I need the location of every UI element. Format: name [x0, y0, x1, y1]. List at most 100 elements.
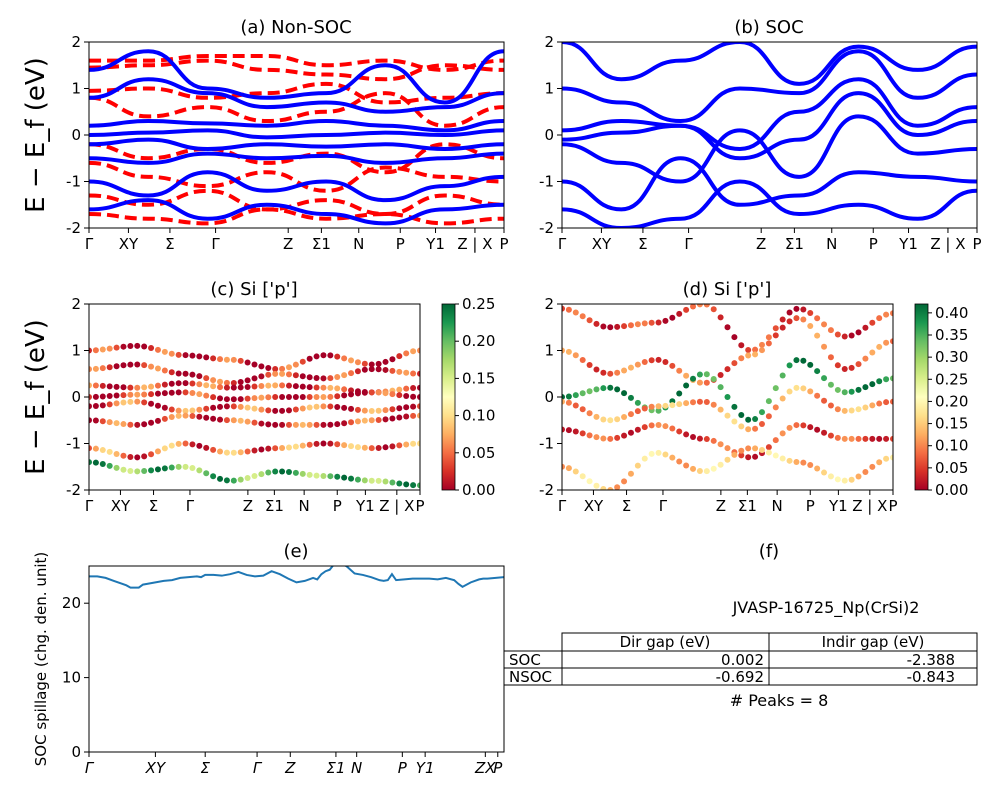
projection-point [92, 382, 99, 389]
projection-point [320, 403, 327, 410]
projection-point [683, 462, 690, 469]
projection-point [621, 367, 628, 374]
projection-point [299, 394, 306, 400]
projection-point [389, 356, 396, 363]
projection-point [203, 392, 210, 399]
table-row-label: SOC [509, 651, 541, 669]
projection-point [292, 361, 299, 368]
projection-point [244, 404, 251, 411]
projection-point [717, 384, 724, 391]
y-tick-label: -1 [66, 173, 81, 191]
projection-point [403, 404, 410, 411]
projection-point [607, 384, 614, 391]
projection-point [285, 382, 292, 389]
projection-point [148, 383, 155, 390]
x-tick-label: N [826, 235, 837, 253]
projection-point [641, 455, 648, 462]
projection-point [724, 366, 731, 373]
projection-point [182, 380, 189, 387]
projection-point [341, 474, 348, 481]
projection-point [765, 444, 772, 451]
projection-point [821, 321, 828, 328]
projection-point [189, 413, 196, 420]
band-line [89, 53, 504, 72]
projection-point [189, 380, 196, 387]
projection-point [230, 403, 237, 410]
projection-point [375, 360, 382, 367]
table-cell: -0.692 [716, 668, 764, 686]
projection-point [327, 393, 334, 400]
band-line [89, 198, 504, 226]
y-tick-label: 2 [544, 295, 554, 313]
projection-point [375, 389, 382, 396]
projection-point [127, 361, 134, 368]
projection-point [627, 364, 634, 371]
projection-point [272, 445, 279, 452]
projection-point [230, 356, 237, 363]
projection-point [99, 461, 106, 468]
projection-point [306, 355, 313, 362]
projection-point [403, 413, 410, 420]
band-line [89, 151, 504, 165]
y-tick-label: 1 [544, 342, 554, 360]
projection-point [862, 435, 869, 442]
band-line [89, 170, 504, 203]
projection-point [634, 321, 641, 328]
projection-point [772, 332, 779, 339]
projection-point [148, 345, 155, 352]
projection-point [793, 305, 800, 312]
projection-point [182, 352, 189, 359]
y-tick-label: -2 [539, 219, 554, 237]
panel-a: (a) Non-SOC -2 -1 0 1 2 Γ XY Σ Γ Z Σ1 N P Y1 Z | X P [66, 17, 508, 253]
projection-point [217, 403, 224, 410]
x-tick-label: Σ [165, 235, 174, 253]
projection-point [821, 469, 828, 476]
projection-point [648, 319, 655, 326]
projection-point [862, 468, 869, 475]
projection-point [793, 315, 800, 322]
ylabel-middle: E − E_f (eV) [21, 319, 51, 475]
projection-point [827, 327, 834, 334]
x-tick-label: ZX [474, 759, 496, 777]
projection-point [306, 441, 313, 448]
x-tick-label: Γ [211, 235, 220, 253]
ylabel-top: E − E_f (eV) [21, 57, 51, 213]
band-line [89, 58, 504, 82]
projection-point [161, 381, 168, 388]
projection-point [237, 417, 244, 424]
projection-point [285, 364, 292, 371]
colorbar-tick-label: 0.10 [935, 437, 968, 455]
projection-point [210, 446, 217, 453]
projection-point [827, 432, 834, 439]
x-tick-label: Z | X [852, 497, 887, 515]
projection-point [607, 370, 614, 377]
projection-point [89, 445, 92, 452]
projection-point [655, 319, 662, 326]
projection-point [765, 340, 772, 347]
projection-point [862, 355, 869, 362]
panel-b-ticks: -2 -1 0 1 2 Γ XY Σ Γ Z Σ1 N P Y1 Z | X P [539, 33, 981, 253]
projection-point [120, 343, 127, 350]
projection-point [710, 306, 717, 313]
projection-point [279, 394, 286, 400]
projection-point [410, 482, 417, 489]
projection-point [834, 434, 841, 441]
projection-point [327, 375, 334, 382]
x-tick-label: Y1 [828, 497, 848, 515]
projection-point [258, 373, 265, 380]
projection-point [348, 391, 355, 398]
projection-point [890, 454, 893, 461]
projection-point [579, 356, 586, 363]
projection-point [113, 344, 120, 351]
projection-point [299, 358, 306, 365]
projection-point [210, 383, 217, 390]
projection-point [396, 405, 403, 412]
projection-point [217, 448, 224, 455]
projection-point [814, 392, 821, 399]
projection-point [793, 422, 800, 429]
projection-point [203, 405, 210, 412]
projection-point [334, 353, 341, 360]
projection-point [299, 405, 306, 412]
projection-point [403, 393, 410, 400]
